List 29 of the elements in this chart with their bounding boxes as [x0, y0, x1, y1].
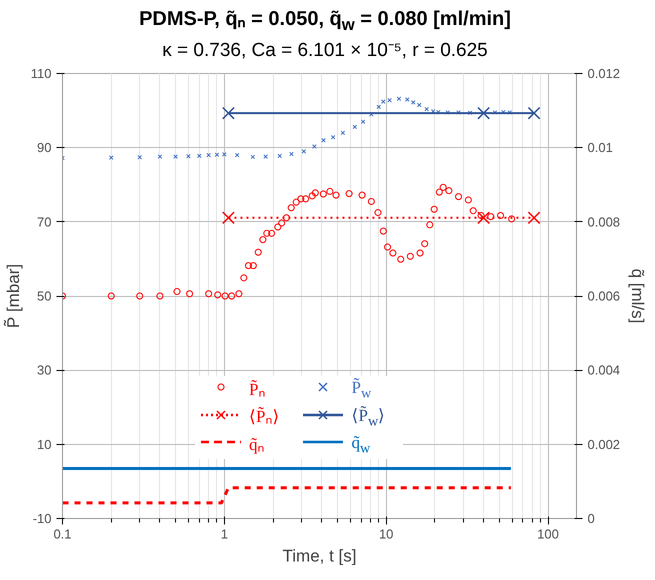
- y2-tick-label: 0.012: [588, 66, 620, 81]
- chart-subtitle: κ = 0.736, Ca = 6.101 × 10⁻⁵, r = 0.625: [161, 38, 489, 63]
- legend-label: P̃$_{w}$: [350, 377, 372, 404]
- x-tick-label: 0.1: [53, 526, 72, 542]
- legend-label: ⟨P̃ₙ⟩: [248, 406, 280, 428]
- y2-axis-title: q̃ [ml/s]: [628, 268, 648, 324]
- y-tick-label: 30: [37, 362, 52, 378]
- legend-label: q̃$_{w}$: [350, 432, 372, 459]
- y-tick-label: 90: [37, 140, 52, 156]
- y-tick-label: 70: [37, 214, 52, 230]
- y-tick-label: 50: [37, 288, 52, 304]
- y-tick-label: 110: [30, 66, 52, 81]
- x-tick-label: 100: [537, 526, 559, 542]
- y2-tick-label: 0: [588, 511, 595, 526]
- y2-tick-label: 0.008: [588, 214, 620, 230]
- y2-tick-label: 0.004: [588, 362, 620, 378]
- y2-tick-label: 0.01: [588, 140, 613, 156]
- legend-label: P̃ₙ: [248, 378, 266, 401]
- x-axis-title: Time, t [s]: [282, 546, 357, 566]
- chart-title: PDMS-P, q̃ₙ = 0.050, q̃$_{w}$ = 0.080 [ml/min]: [138, 7, 512, 36]
- legend-label: q̃ₙ: [248, 434, 266, 456]
- x-tick-label: 1: [220, 526, 228, 542]
- y2-tick-label: 0.002: [588, 436, 620, 452]
- y-axis-title: P̃ [mbar]: [2, 264, 23, 328]
- y-tick-label: 10: [37, 436, 52, 452]
- y2-tick-label: 0.006: [588, 288, 620, 304]
- x-tick-label: 10: [378, 526, 394, 542]
- y-tick-label: -10: [32, 511, 52, 526]
- legend-label: ⟨P̃$_{w}$⟩: [350, 404, 386, 432]
